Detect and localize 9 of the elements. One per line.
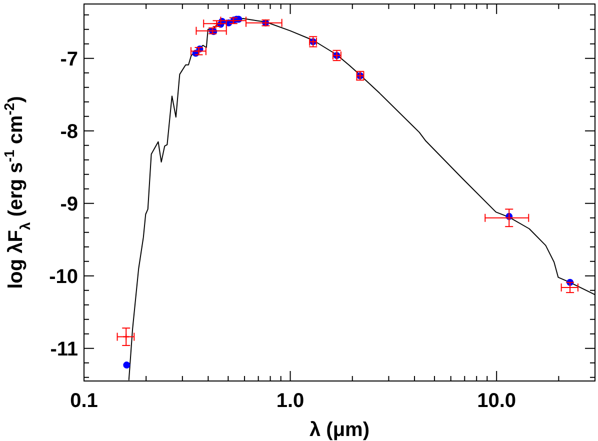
y-tick-label: -9	[60, 193, 78, 216]
y-tick-label: -7	[60, 48, 78, 70]
x-tick-label: 1.0	[276, 390, 304, 412]
y-tick-label: -8	[60, 120, 78, 143]
y-tick-label: -11	[50, 338, 78, 360]
x-tick-label: 0.1	[70, 390, 98, 412]
x-axis-title: λ (μm)	[309, 419, 370, 441]
x-tick-label: 10.0	[477, 390, 516, 412]
y-tick-label: -10	[49, 266, 78, 288]
